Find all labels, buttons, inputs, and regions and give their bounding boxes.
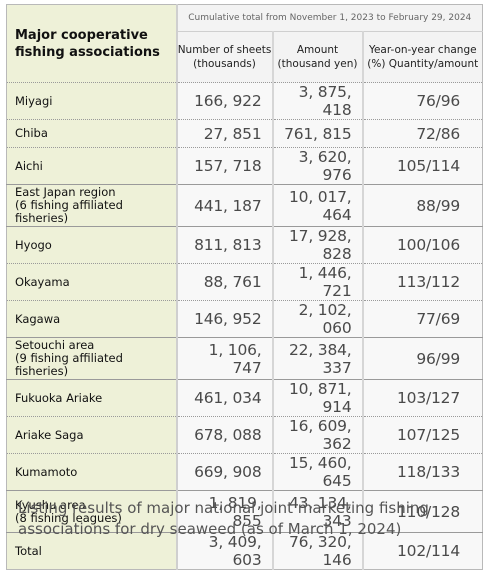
table-body: Miyagi 166, 922 3, 875, 418 76/96 Chiba 27, 8… xyxy=(6,82,483,570)
cell-value: 27, 851 xyxy=(176,119,274,148)
row-name: Kyushu area (8 fishing leagues) xyxy=(6,490,178,533)
cell-value: 10, 871, 914 xyxy=(272,379,364,417)
table-row: Kumamoto 669, 908 15, 460, 645 118/133 xyxy=(6,453,483,491)
cell-value: 76/96 xyxy=(362,82,483,120)
cell-value: 3, 620, 976 xyxy=(272,147,364,185)
cell-value: 43, 134, 343 xyxy=(272,490,364,533)
header-title: Major cooperative fishing associations xyxy=(6,4,178,83)
cell-value: 1, 819, 855 xyxy=(176,490,274,533)
caption: Listing results of major national joint … xyxy=(18,499,429,538)
table-row: Aichi 157, 718 3, 620, 976 105/114 xyxy=(6,147,483,185)
cell-value: 88, 761 xyxy=(176,263,274,301)
cell-value: 157, 718 xyxy=(176,147,274,185)
cell-value: 113/112 xyxy=(362,263,483,301)
table-row: Chiba 27, 851 761, 815 72/86 xyxy=(6,119,483,148)
cell-value: 105/114 xyxy=(362,147,483,185)
cell-value: 811, 813 xyxy=(176,226,274,264)
cell-value: 146, 952 xyxy=(176,300,274,338)
row-name: Kagawa xyxy=(6,300,178,338)
row-name: Fukuoka Ariake xyxy=(6,379,178,417)
cell-value: 761, 815 xyxy=(272,119,364,148)
row-name: Hyogo xyxy=(6,226,178,264)
results-table: Major cooperative fishing associations C… xyxy=(6,4,484,570)
table-row: Hyogo 811, 813 17, 928, 828 100/106 xyxy=(6,226,483,264)
cell-value: 110/128 xyxy=(362,490,483,533)
cell-value: 107/125 xyxy=(362,416,483,454)
cell-value: 461, 034 xyxy=(176,379,274,417)
cell-value: 15, 460, 645 xyxy=(272,453,364,491)
row-name: Kumamoto xyxy=(6,453,178,491)
page: Major cooperative fishing associations C… xyxy=(6,4,484,570)
table-row: Setouchi area (9 fishing affiliated fish… xyxy=(6,337,483,380)
row-name: Ariake Saga xyxy=(6,416,178,454)
table-row: Kagawa 146, 952 2, 102, 060 77/69 xyxy=(6,300,483,338)
cell-value: 2, 102, 060 xyxy=(272,300,364,338)
cell-value: 3, 875, 418 xyxy=(272,82,364,120)
column-header: Year-on-year change (%) Quantity/amount xyxy=(362,31,483,83)
row-name: Chiba xyxy=(6,119,178,148)
table-row: Kyushu area (8 fishing leagues) 1, 819, 8… xyxy=(6,490,483,533)
column-header: Number of sheets (thousands) xyxy=(176,31,274,83)
cell-value: 72/86 xyxy=(362,119,483,148)
table-row: Fukuoka Ariake 461, 034 10, 871, 914 103/12… xyxy=(6,379,483,417)
cell-value: 88/99 xyxy=(362,184,483,227)
table-row: Okayama 88, 761 1, 446, 721 113/112 xyxy=(6,263,483,301)
header-period: Cumulative total from November 1, 2023 t… xyxy=(176,4,483,32)
row-name: Miyagi xyxy=(6,82,178,120)
cell-value: 441, 187 xyxy=(176,184,274,227)
cell-value: 118/133 xyxy=(362,453,483,491)
row-name: Okayama xyxy=(6,263,178,301)
cell-value: 100/106 xyxy=(362,226,483,264)
cell-value: 17, 928, 828 xyxy=(272,226,364,264)
table-row: Ariake Saga 678, 088 16, 609, 362 107/125 xyxy=(6,416,483,454)
cell-value: 1, 446, 721 xyxy=(272,263,364,301)
cell-value: 22, 384, 337 xyxy=(272,337,364,380)
cell-value: 77/69 xyxy=(362,300,483,338)
cell-value: 10, 017, 464 xyxy=(272,184,364,227)
table-wrap: Major cooperative fishing associations C… xyxy=(6,4,484,570)
table-row: East Japan region (6 fishing affiliated … xyxy=(6,184,483,227)
row-name: Aichi xyxy=(6,147,178,185)
row-name: Setouchi area (9 fishing affiliated fish… xyxy=(6,337,178,380)
cell-value: 166, 922 xyxy=(176,82,274,120)
row-name: East Japan region (6 fishing affiliated … xyxy=(6,184,178,227)
column-header: Amount (thousand yen) xyxy=(272,31,364,83)
cell-value: 669, 908 xyxy=(176,453,274,491)
column-header-row: Number of sheets (thousands) Amount (thou… xyxy=(7,31,483,83)
table-row: Miyagi 166, 922 3, 875, 418 76/96 xyxy=(6,82,483,120)
cell-value: 96/99 xyxy=(362,337,483,380)
header-row: Major cooperative fishing associations C… xyxy=(6,4,483,83)
cell-value: 1, 106, 747 xyxy=(176,337,274,380)
cell-value: 16, 609, 362 xyxy=(272,416,364,454)
cell-value: 103/127 xyxy=(362,379,483,417)
cell-value: 678, 088 xyxy=(176,416,274,454)
